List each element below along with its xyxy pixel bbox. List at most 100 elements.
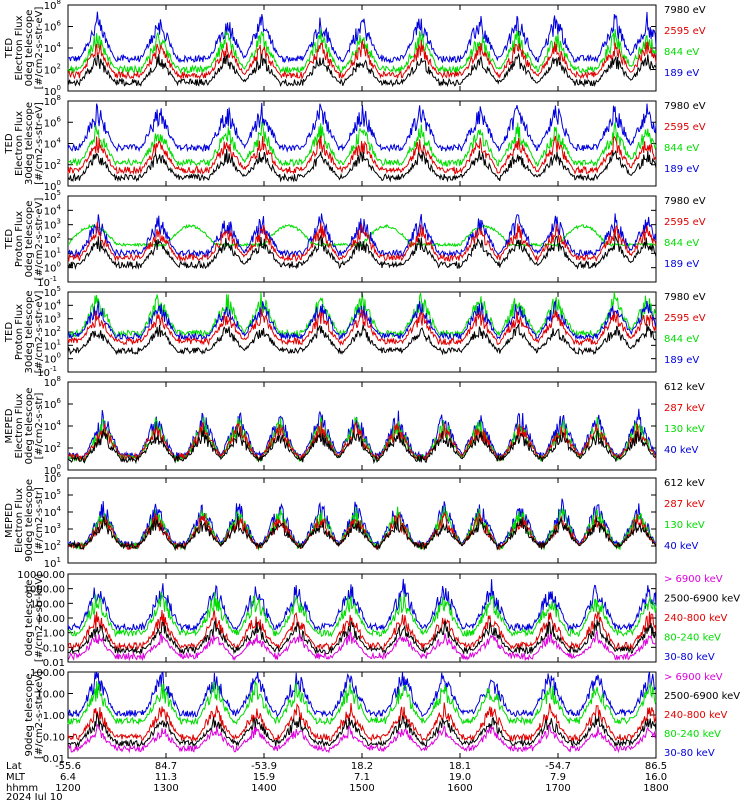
legend-entry: 240-800 keV	[664, 710, 728, 721]
y-tick-label: 108	[44, 375, 61, 389]
x-tick-label-hhmm: 1200	[55, 783, 80, 794]
legend-entry: 287 keV	[664, 403, 705, 414]
y-tick-label: 10.00	[36, 690, 65, 701]
x-tick-label-hhmm: 1300	[153, 783, 178, 794]
y-tick-label: 101	[44, 246, 61, 260]
y-tick-label: 104	[44, 203, 62, 217]
y-tick-label: 106	[44, 20, 62, 34]
series-line	[67, 680, 657, 726]
x-tick-label-mlt: 15.9	[253, 772, 275, 783]
series-line	[67, 515, 657, 552]
x-tick-label-lat: 18.1	[449, 761, 471, 772]
series-line	[67, 591, 657, 638]
y-axis-label: 30deg telescope	[24, 290, 35, 373]
y-tick-label: 0.10	[43, 733, 65, 744]
legend-entry: 2595 eV	[664, 217, 706, 228]
y-tick-label: 106	[44, 471, 62, 485]
y-axis-label: [#/cm2-s-str-eV]	[34, 102, 45, 185]
legend-entry: 189 eV	[664, 68, 699, 79]
y-axis-label: Electron Flux	[14, 111, 25, 176]
y-tick-label: 104	[44, 505, 62, 519]
legend-entry: 844 eV	[664, 143, 699, 154]
y-tick-label: 102	[44, 325, 61, 339]
y-tick-label: 102	[44, 63, 61, 77]
y-axis-label: [#/cm2-s-str]	[34, 392, 45, 459]
y-axis-label: [#/cm2-s-str]	[34, 487, 45, 554]
legend-entry: 189 eV	[664, 164, 699, 175]
series-line	[68, 723, 657, 754]
y-axis-label: [#/cm2-s-str-eV]	[34, 198, 45, 281]
legend-entry: 612 keV	[664, 478, 705, 489]
date-label: 2024 Jul 10	[6, 792, 63, 800]
y-tick-label: 10000.00	[17, 570, 65, 581]
y-tick-label: 0.10	[43, 643, 65, 654]
legend-entry: 2500-6900 keV	[664, 691, 740, 702]
legend-entry: 612 keV	[664, 382, 705, 393]
y-tick-label: 1.00	[43, 711, 65, 722]
y-axis-label: Electron Flux	[14, 15, 25, 80]
series-line	[67, 221, 657, 263]
y-tick-label: 102	[44, 158, 61, 172]
x-tick-label-hhmm: 1800	[643, 783, 668, 794]
x-tick-label-lat: -54.7	[545, 761, 571, 772]
x-tick-label-lat: -55.6	[55, 761, 81, 772]
y-tick-label: 103	[44, 218, 61, 232]
series-line	[67, 323, 657, 356]
y-tick-label: 101	[44, 556, 61, 570]
plot-frame	[67, 671, 657, 759]
y-axis-label: 0deg telescope	[24, 388, 35, 465]
y-tick-label: 104	[44, 137, 62, 151]
legend-entry: 844 eV	[664, 334, 699, 345]
y-tick-label: 100.00	[30, 668, 65, 679]
y-tick-label: 102	[44, 539, 61, 553]
x-tick-label-mlt: 7.1	[354, 772, 370, 783]
y-axis-label: [#/cm2-s-str-eV]	[34, 7, 45, 90]
y-axis-label: Proton Flux	[14, 211, 25, 267]
y-axis-label: TED	[4, 322, 15, 343]
series-line	[67, 52, 657, 88]
y-tick-label: 10.00	[36, 614, 65, 625]
x-row-label: hhmm	[6, 783, 38, 794]
legend-entry: 844 eV	[664, 47, 699, 58]
series-line	[67, 629, 657, 662]
y-axis-label: TED	[4, 229, 15, 250]
x-tick-label-hhmm: 1400	[251, 783, 276, 794]
x-row-label: MLT	[6, 772, 26, 783]
y-tick-label: 105	[44, 285, 61, 299]
legend-entry: 7980 eV	[664, 292, 706, 303]
series-line	[67, 511, 657, 551]
legend-entry: 40 keV	[664, 445, 698, 456]
legend-entry: 80-240 keV	[664, 729, 721, 740]
series-line	[67, 609, 657, 651]
series-line	[67, 619, 657, 655]
panel-6: 101 102 103 104 105 106 MEPED Electron Flux 90de…	[4, 471, 705, 570]
x-tick-label-hhmm: 1600	[447, 783, 472, 794]
x-tick-label-mlt: 7.9	[550, 772, 566, 783]
legend-entry: 189 eV	[664, 355, 699, 366]
series-line	[67, 148, 657, 183]
y-tick-label: 108	[44, 0, 61, 12]
y-axis-label: [#/cm2-s-str-keV]	[34, 574, 45, 662]
y-tick-label: 100.00	[30, 599, 65, 610]
legend-entry: 2595 eV	[664, 26, 706, 37]
y-axis-label: 0deg telescope	[24, 10, 35, 87]
legend-entry: > 6900 keV	[664, 672, 723, 683]
y-tick-label: 104	[44, 298, 62, 312]
series-line	[67, 11, 657, 64]
y-axis-label: MEPED	[4, 408, 15, 443]
y-tick-label: 102	[44, 232, 61, 246]
x-tick-label-lat: 18.2	[351, 761, 373, 772]
y-axis-label: 0deg telescope	[24, 580, 35, 657]
legend-entry: 844 eV	[664, 238, 699, 249]
y-axis-label: [#/cm2-s-str-keV]	[34, 671, 45, 759]
legend-entry: 2595 eV	[664, 313, 706, 324]
legend-entry: 7980 eV	[664, 5, 706, 16]
